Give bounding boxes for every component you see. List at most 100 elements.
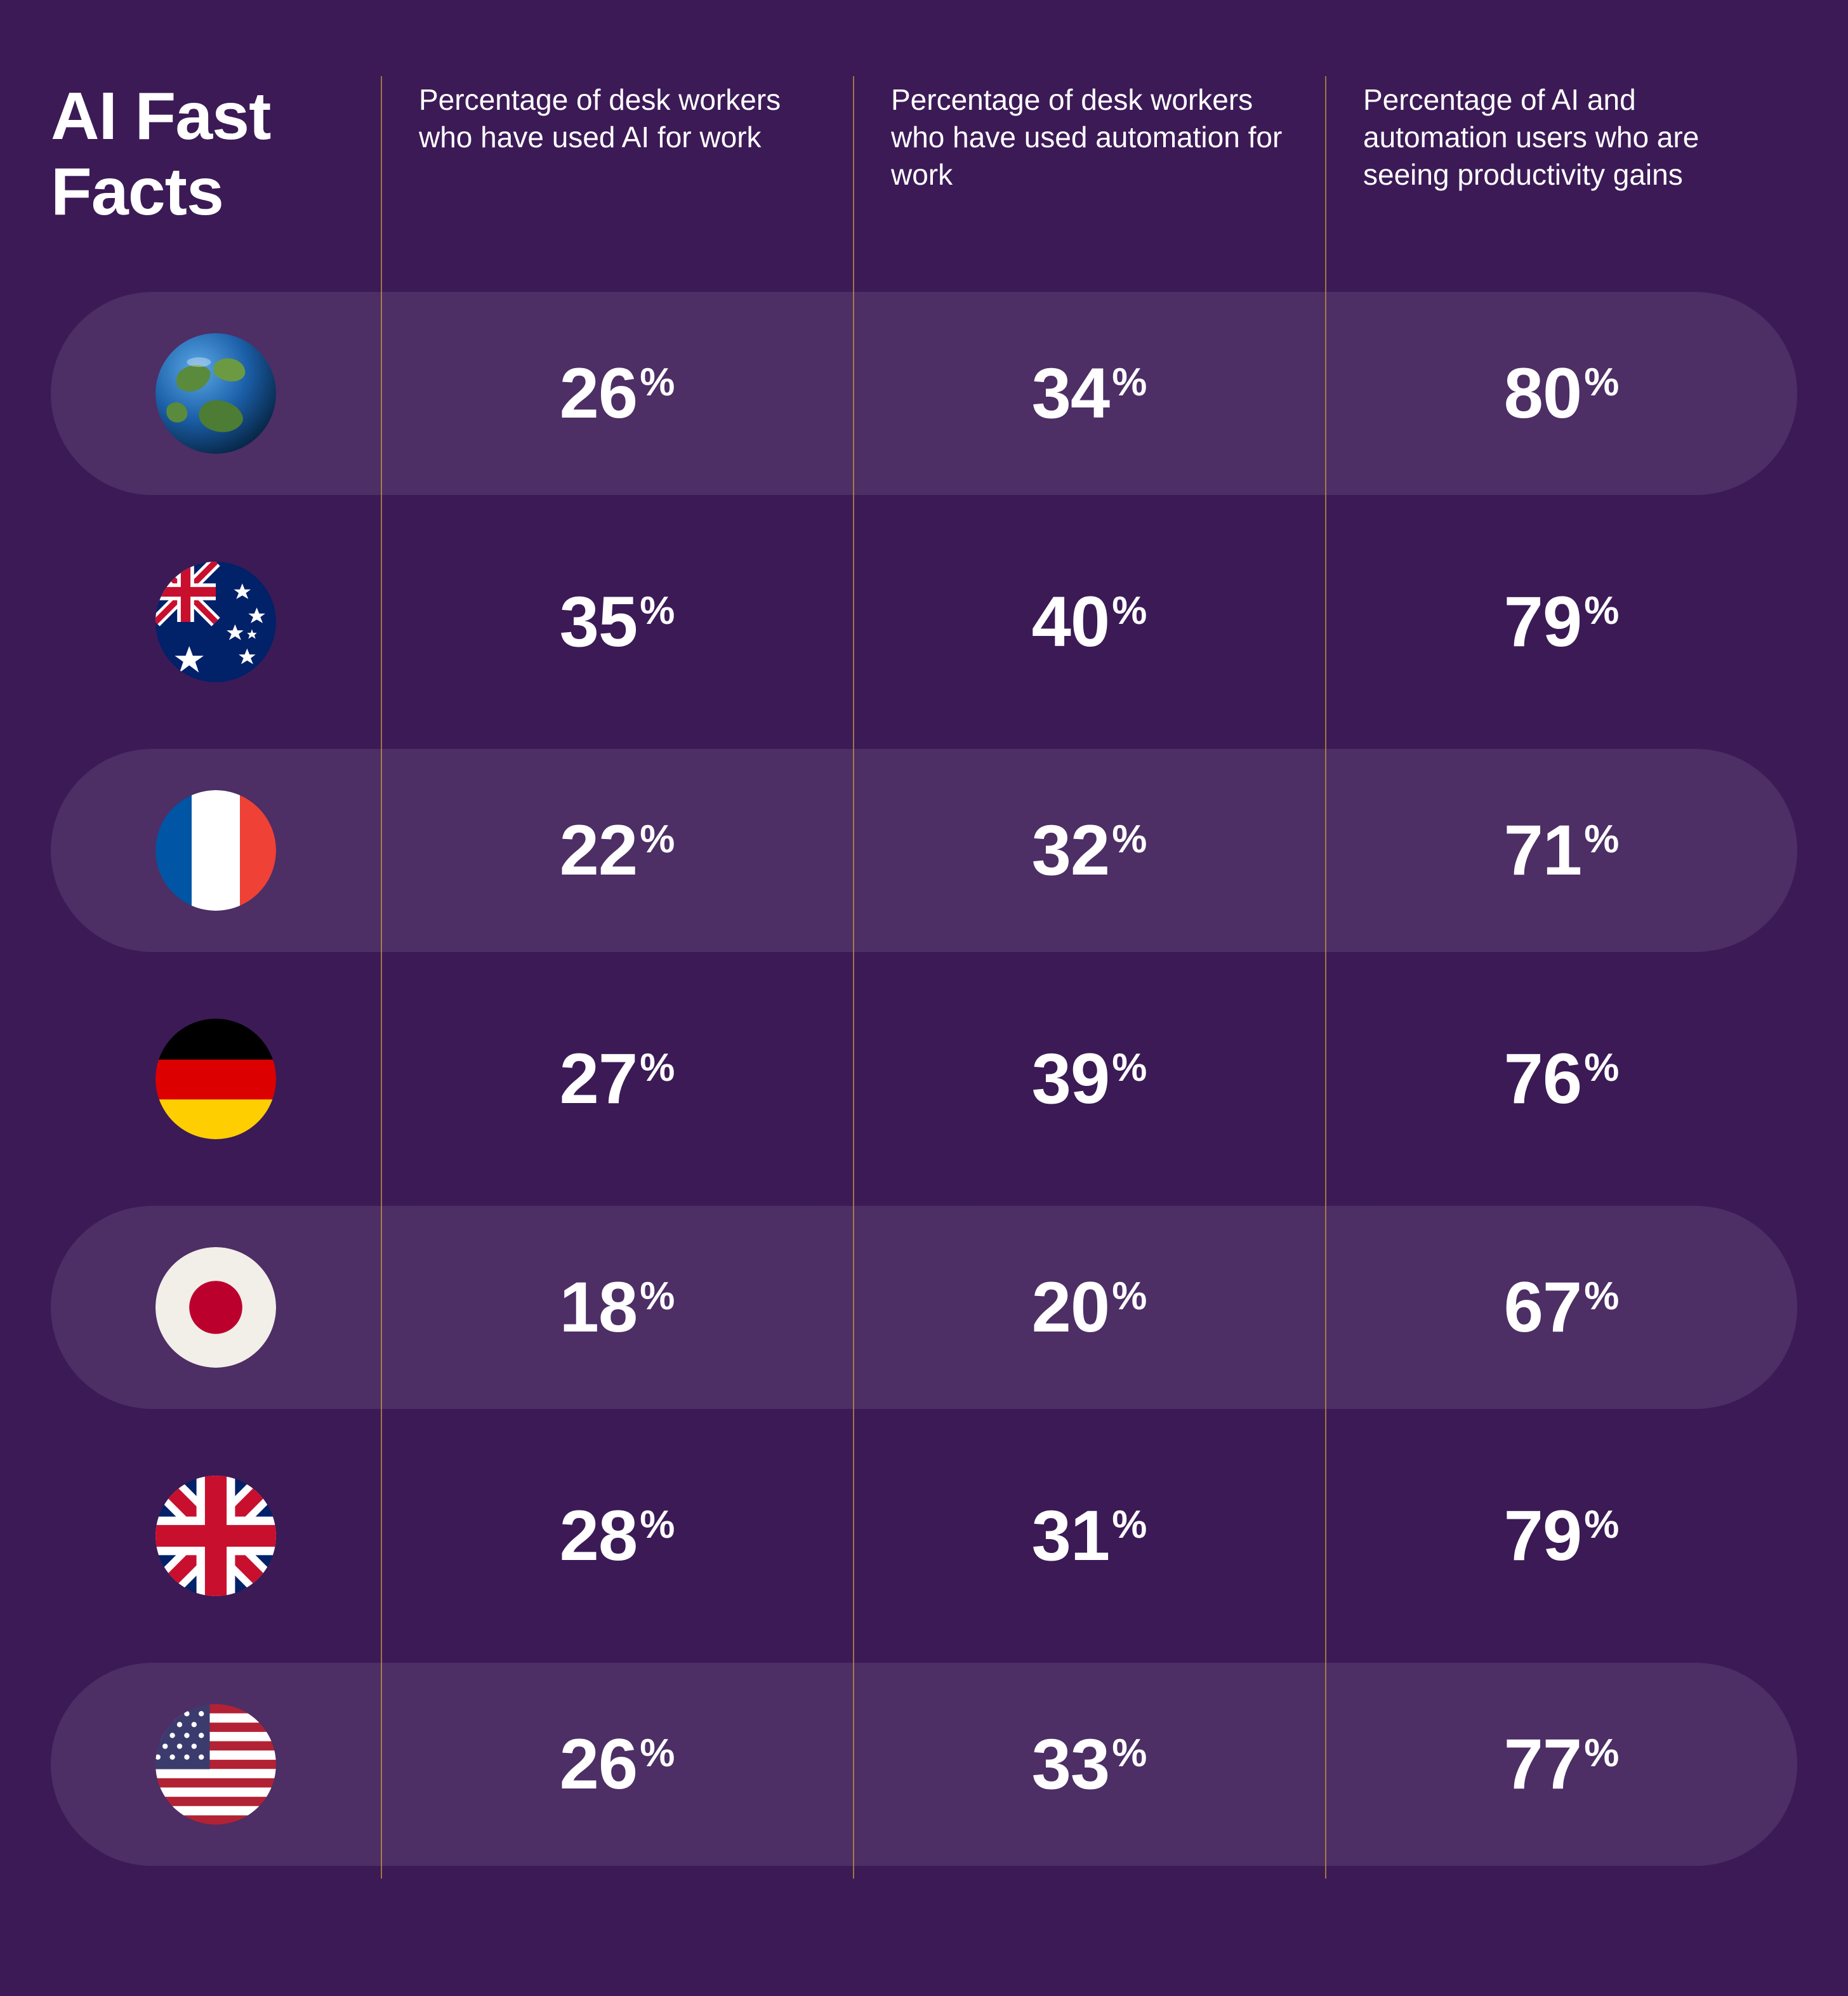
column-header-2: Percentage of desk workers who have used… [853,76,1325,279]
percent-symbol: % [1112,363,1146,402]
percent-symbol: % [640,1734,674,1773]
flag-cell-australia [51,508,381,736]
percent-symbol: % [1112,820,1146,859]
value-number: 76 [1504,1043,1582,1114]
value-number: 26 [560,1729,638,1800]
percent-symbol: % [640,1048,674,1088]
value-number: 34 [1032,358,1110,429]
value-cell: 40% [853,508,1325,736]
value-cell: 31% [853,1422,1325,1650]
value-number: 18 [560,1272,638,1343]
percentage-value: 67% [1504,1272,1619,1343]
column-header-1: Percentage of desk workers who have used… [381,76,853,279]
percent-symbol: % [640,820,674,859]
percent-symbol: % [1584,1734,1618,1773]
percent-symbol: % [640,1277,674,1316]
percent-symbol: % [1584,1048,1618,1088]
column-header-3: Percentage of AI and automation users wh… [1325,76,1797,279]
percent-symbol: % [1584,820,1618,859]
percentage-value: 79% [1504,586,1619,658]
percentage-value: 31% [1032,1500,1147,1571]
value-cell: 32% [853,736,1325,965]
value-cell: 26% [381,279,853,508]
percent-symbol: % [1584,1505,1618,1545]
value-number: 71 [1504,815,1582,886]
value-number: 79 [1504,1500,1582,1571]
percentage-value: 79% [1504,1500,1619,1571]
value-cell: 22% [381,736,853,965]
page-title: AI Fast Facts [51,79,381,229]
percentage-value: 77% [1504,1729,1619,1800]
percent-symbol: % [1112,1048,1146,1088]
value-number: 80 [1504,358,1582,429]
value-number: 40 [1032,586,1110,658]
value-number: 20 [1032,1272,1110,1343]
percent-symbol: % [1112,1734,1146,1773]
value-number: 22 [560,815,638,886]
value-cell: 26% [381,1650,853,1879]
percentage-value: 26% [560,1729,675,1800]
flag-cell-france [51,736,381,965]
percentage-value: 18% [560,1272,675,1343]
percent-symbol: % [1584,363,1618,402]
flag-cell-usa [51,1650,381,1879]
value-cell: 39% [853,965,1325,1193]
value-cell: 67% [1325,1193,1797,1422]
percentage-value: 40% [1032,586,1147,658]
percentage-value: 22% [560,815,675,886]
value-cell: 27% [381,965,853,1193]
percent-symbol: % [1112,1277,1146,1316]
percentage-value: 28% [560,1500,675,1571]
germany-flag-icon [155,1019,276,1139]
uk-flag-icon [155,1476,276,1596]
flag-cell-germany [51,965,381,1193]
value-cell: 80% [1325,279,1797,508]
percentage-value: 71% [1504,815,1619,886]
value-cell: 20% [853,1193,1325,1422]
percentage-value: 34% [1032,358,1147,429]
percent-symbol: % [1584,1277,1618,1316]
value-number: 39 [1032,1043,1110,1114]
percentage-value: 32% [1032,815,1147,886]
percent-symbol: % [1112,592,1146,631]
percent-symbol: % [640,1505,674,1545]
percentage-value: 39% [1032,1043,1147,1114]
table-grid: AI Fast Facts Percentage of desk workers… [51,76,1797,1879]
percent-symbol: % [1584,592,1618,631]
value-number: 79 [1504,586,1582,658]
value-number: 31 [1032,1500,1110,1571]
australia-flag-icon [155,562,276,682]
flag-cell-uk [51,1422,381,1650]
value-cell: 18% [381,1193,853,1422]
percent-symbol: % [640,592,674,631]
japan-flag-icon [155,1247,276,1368]
value-number: 77 [1504,1729,1582,1800]
percent-symbol: % [1112,1505,1146,1545]
percentage-value: 35% [560,586,675,658]
value-cell: 79% [1325,508,1797,736]
value-number: 67 [1504,1272,1582,1343]
value-number: 28 [560,1500,638,1571]
france-flag-icon [155,790,276,911]
value-cell: 34% [853,279,1325,508]
value-number: 35 [560,586,638,658]
percentage-value: 76% [1504,1043,1619,1114]
flag-cell-japan [51,1193,381,1422]
value-number: 26 [560,358,638,429]
value-cell: 35% [381,508,853,736]
percentage-value: 80% [1504,358,1619,429]
value-cell: 79% [1325,1422,1797,1650]
infographic-card: AI Fast Facts Percentage of desk workers… [0,0,1848,1996]
percentage-value: 33% [1032,1729,1147,1800]
percentage-value: 26% [560,358,675,429]
value-cell: 71% [1325,736,1797,965]
value-cell: 76% [1325,965,1797,1193]
value-number: 32 [1032,815,1110,886]
global-flag-icon [155,333,276,454]
value-number: 33 [1032,1729,1110,1800]
value-cell: 33% [853,1650,1325,1879]
percentage-value: 27% [560,1043,675,1114]
percent-symbol: % [640,363,674,402]
value-cell: 77% [1325,1650,1797,1879]
value-number: 27 [560,1043,638,1114]
